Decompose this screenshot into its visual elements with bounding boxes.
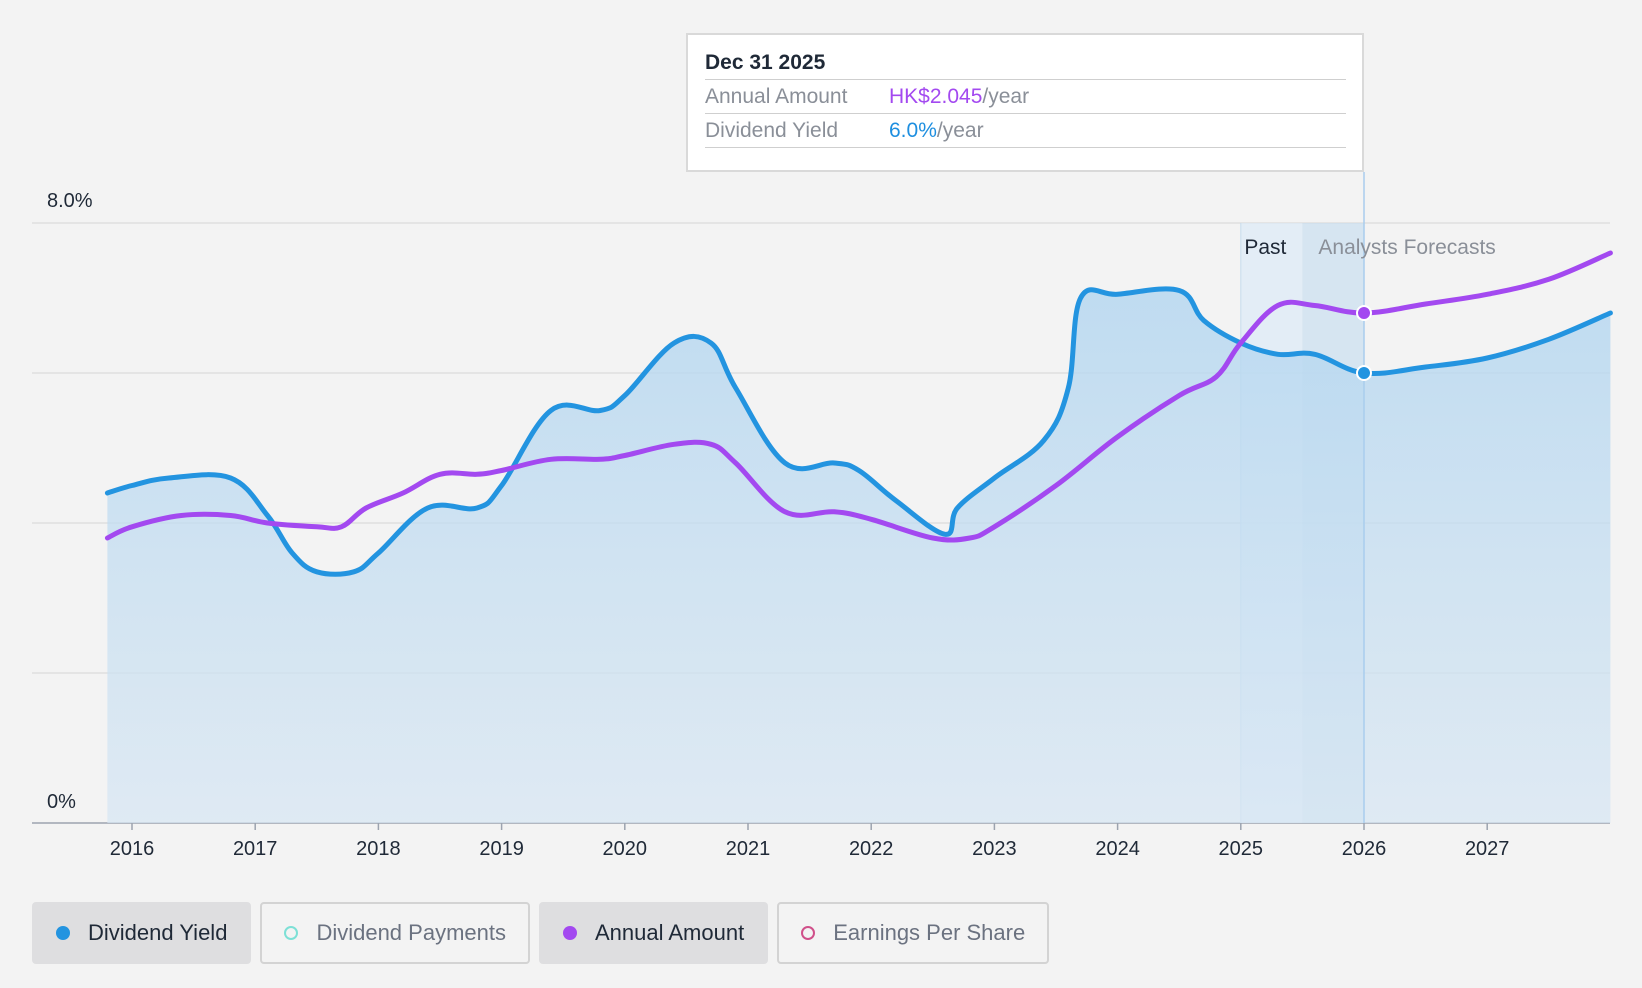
dividend-chart: 8.0% 0% 2016 2017 2018 2019 2020 2021 2022 2023 20… <box>32 172 1613 860</box>
x-tick-label: 2019 <box>479 838 524 860</box>
annual-amount-marker <box>1356 305 1372 321</box>
legend-dot-icon <box>562 926 577 940</box>
tooltip-value: 6.0% <box>889 119 937 142</box>
tooltip-row-dividend-yield: Dividend Yield 6.0%/year <box>705 114 1346 148</box>
tooltip-label: Annual Amount <box>705 85 848 108</box>
x-tick-label: 2017 <box>233 838 278 860</box>
legend-ring-icon <box>801 926 816 940</box>
legend-label: Dividend Yield <box>88 920 228 945</box>
x-tick-label: 2018 <box>356 838 401 860</box>
x-tick-label: 2023 <box>972 838 1017 860</box>
x-tick-label: 2027 <box>1465 838 1510 860</box>
dividend-yield-marker <box>1356 365 1372 381</box>
x-tick-label: 2026 <box>1342 838 1387 860</box>
tooltip-label: Dividend Yield <box>705 119 839 142</box>
dividend-yield-line <box>104 286 1613 577</box>
tooltip-unit: /year <box>936 119 984 142</box>
legend-label: Annual Amount <box>594 920 745 945</box>
x-tick-label: 2024 <box>1095 838 1140 860</box>
y-axis-bottom-label: 0% <box>47 791 76 813</box>
y-axis-top-label: 8.0% <box>47 190 93 212</box>
dividend-yield-area <box>107 288 1611 823</box>
x-tick-label: 2022 <box>849 838 894 860</box>
chart-tooltip: Dec 31 2025 Annual Amount HK$2.045/year … <box>686 33 1364 172</box>
past-label: Past <box>1244 236 1286 259</box>
legend-annual-amount-button[interactable]: Annual Amount <box>538 902 769 964</box>
legend-dot-icon <box>56 926 70 940</box>
tooltip-row-annual-amount: Annual Amount HK$2.045/year <box>705 80 1346 114</box>
legend-label: Earnings Per Share <box>833 920 1026 945</box>
legend-ring-icon <box>284 926 299 940</box>
tooltip-unit: /year <box>982 85 1030 108</box>
x-tick-label: 2021 <box>726 838 771 860</box>
annual-amount-line <box>104 250 1613 543</box>
chart-legend: Dividend Yield Dividend Payments Annual … <box>32 902 1050 964</box>
legend-dividend-yield-button[interactable]: Dividend Yield <box>32 902 252 964</box>
legend-dividend-payments-button[interactable]: Dividend Payments <box>260 902 530 964</box>
legend-earnings-per-share-button[interactable]: Earnings Per Share <box>777 902 1050 964</box>
tooltip-value: HK$2.045 <box>889 85 983 108</box>
forecast-label: Analysts Forecasts <box>1318 236 1495 259</box>
legend-label: Dividend Payments <box>316 920 506 945</box>
x-tick-label: 2016 <box>110 838 155 860</box>
x-tick-label: 2020 <box>603 838 648 860</box>
x-tick-label: 2025 <box>1219 838 1264 860</box>
tooltip-date: Dec 31 2025 <box>705 47 1346 80</box>
